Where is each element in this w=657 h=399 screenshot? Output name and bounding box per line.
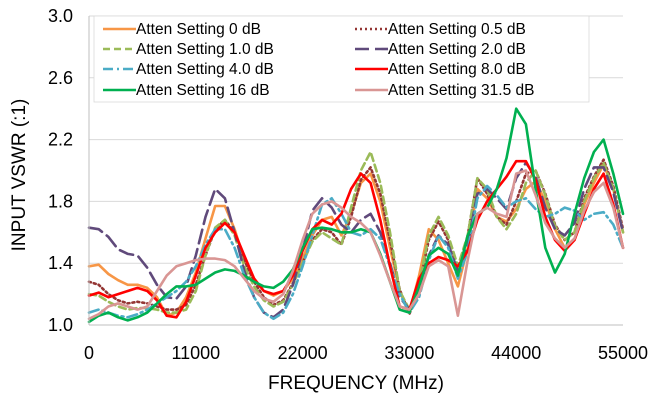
- series-line: [87, 161, 625, 319]
- legend-label: Atten Setting 8.0 dB: [388, 61, 526, 78]
- legend-label: Atten Setting 1.0 dB: [136, 41, 274, 58]
- y-tick-label: 1.0: [48, 315, 73, 335]
- legend-label: Atten Setting 31.5 dB: [388, 82, 535, 99]
- x-axis-title: FREQUENCY (MHz): [268, 373, 444, 394]
- legend-box: [93, 15, 590, 103]
- y-axis-title: INPUT VSWR (:1): [9, 99, 30, 252]
- y-tick-label: 2.6: [48, 68, 73, 88]
- y-tick-label: 2.2: [48, 130, 73, 150]
- x-tick-label: 22000: [278, 343, 328, 363]
- legend-label: Atten Setting 0.5 dB: [388, 21, 526, 38]
- series-lines: [87, 107, 625, 324]
- series-line: [87, 184, 625, 321]
- legend-label: Atten Setting 16 dB: [136, 82, 270, 99]
- x-tick-label: 33000: [384, 343, 434, 363]
- series-line: [87, 169, 625, 321]
- series-line: [87, 150, 625, 314]
- y-tick-label: 1.8: [48, 191, 73, 211]
- x-tick-label: 55000: [598, 343, 648, 363]
- legend-label: Atten Setting 2.0 dB: [388, 41, 526, 58]
- y-tick-label: 3.0: [48, 6, 73, 26]
- x-tick-label: 11000: [171, 343, 220, 363]
- x-tick-label: 44000: [491, 343, 541, 363]
- legend: Atten Setting 0 dB Atten Setting 0.5 dB At…: [93, 15, 590, 103]
- series-line: [87, 107, 625, 324]
- y-tick-label: 1.4: [48, 253, 73, 273]
- legend-label: Atten Setting 0 dB: [136, 21, 261, 38]
- legend-label: Atten Setting 4.0 dB: [136, 61, 274, 78]
- x-tick-label: 0: [84, 343, 94, 363]
- tick-labels: 1.0 1.4 1.8 2.2 2.6 3.0 0 11000 22000 33000 44000 5…: [48, 6, 648, 363]
- axes: [88, 16, 623, 326]
